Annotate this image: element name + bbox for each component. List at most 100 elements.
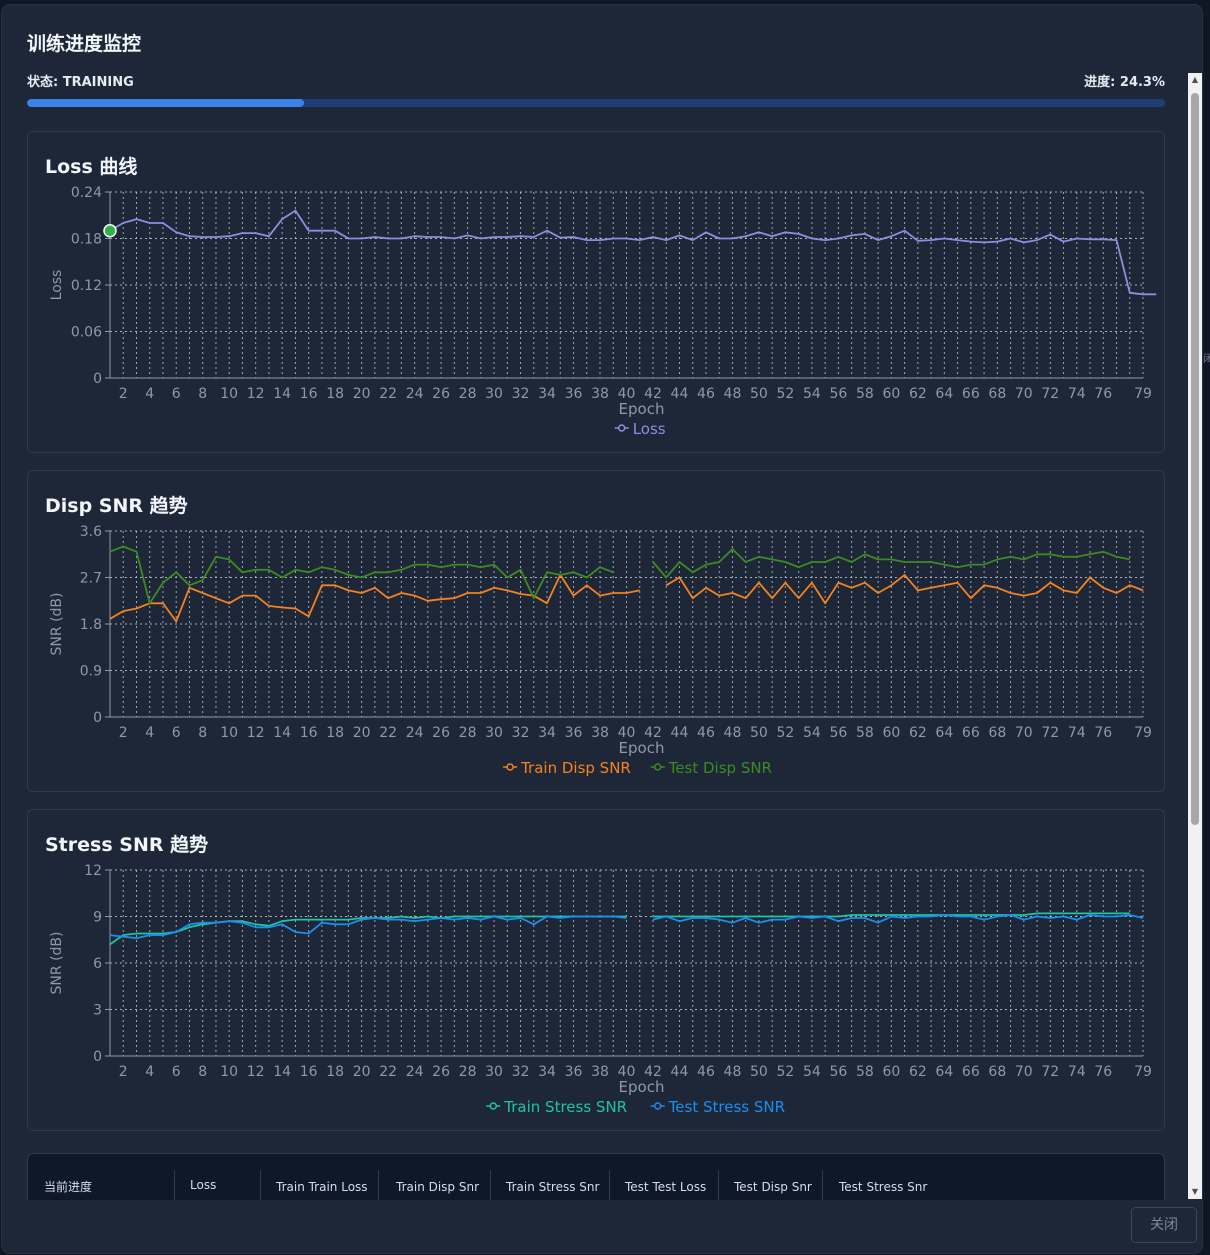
x-tick-label: 40 [618,1064,636,1080]
x-tick-label: 74 [1068,725,1086,741]
loss-chart: 00.060.120.180.242 4 6 8 10 12 14 16 18 20 22 24 26 2… [49,185,1157,438]
x-tick-label: 60 [882,386,900,402]
x-tick-label: 36 [565,386,583,402]
x-tick-label: 12 [247,1064,265,1080]
x-tick-label: 64 [935,725,953,741]
status-row: 状态: TRAINING 进度: 24.3% [27,71,1165,90]
loss-chart-card: Loss 曲线 0 0.06 0.12 0.18 0.24 2 4 6 8 10 12 14 16 18 2… [27,131,1165,453]
x-tick-label: 38 [591,725,609,741]
x-tick-label: 48 [724,1064,742,1080]
x-tick-label: 54 [803,1064,821,1080]
x-tick-label: 44 [671,725,689,741]
y-tick-label: 0 [93,710,102,726]
x-tick-label: 8 [198,386,207,402]
y-tick-label: 2.7 [80,571,102,587]
x-tick-label: 46 [697,725,715,741]
close-button[interactable]: 关闭 [1131,1207,1197,1243]
x-tick-label: 46 [697,386,715,402]
table-divider [718,1170,719,1200]
table-divider [490,1170,491,1200]
background-fragment: 闭 [1203,354,1210,365]
x-tick-label: 18 [326,386,344,402]
x-tick-label: 16 [300,386,318,402]
y-axis-label: SNR (dB) [49,932,65,995]
x-tick-label: 72 [1041,725,1059,741]
x-tick-label: 58 [856,725,874,741]
x-tick-label: 64 [935,386,953,402]
x-tick-label: 56 [829,725,847,741]
scrollbar-thumb[interactable] [1191,93,1199,825]
x-tick-label: 79 [1134,386,1152,402]
legend-marker-0 [506,763,514,771]
x-tick-label: 32 [512,386,530,402]
legend-marker-1 [653,763,662,771]
y-tick-label: 0.18 [71,232,102,248]
progress-fill [27,99,304,107]
x-tick-label: 36 [565,725,583,741]
x-tick-label: 68 [988,725,1006,741]
x-tick-label: 40 [618,386,636,402]
modal-scrollbar[interactable]: ▲ ▼ [1188,73,1202,1199]
x-tick-label: 74 [1068,386,1086,402]
x-tick-label: 60 [882,725,900,741]
x-tick-label: 42 [644,386,662,402]
x-tick-label: 50 [750,386,768,402]
table-header-train-disp: Train Disp Snr [396,1180,480,1194]
x-tick-label: 48 [724,725,742,741]
y-tick-label: 1.8 [80,617,102,633]
legend-label-0: Train Stress SNR [503,1098,627,1116]
status-label: 状态: TRAINING [27,75,134,90]
x-tick-label: 6 [172,386,181,402]
y-tick-label: 12 [84,863,102,879]
x-tick-label: 42 [644,1064,662,1080]
legend-marker-0 [489,1102,498,1110]
x-tick-label: 16 [300,725,318,741]
x-tick-label: 62 [909,725,927,741]
x-tick-label: 66 [962,1064,980,1080]
x-tick-label: 10 [220,1064,238,1080]
legend-label-1: Test Disp SNR [668,759,772,777]
x-tick-label: 72 [1041,386,1059,402]
x-tick-label: 70 [1015,386,1033,402]
training-monitor-modal: 训练进度监控 状态: TRAINING 进度: 24.3% Loss 曲线 0 0… [2,5,1202,1253]
x-tick-label: 10 [220,386,238,402]
x-tick-label: 54 [803,386,821,402]
x-tick-label: 79 [1134,725,1152,741]
metrics-table: 当前进度 Loss Train Train Loss Train Disp Sn… [27,1153,1165,1200]
table-divider [260,1170,261,1200]
x-tick-label: 36 [565,1064,583,1080]
disp-snr-chart: 00.91.82.73.62 4 6 8 10 12 14 16 18 20 22 24 26 28 30 3… [49,524,1152,777]
x-tick-label: 66 [962,725,980,741]
disp-snr-chart-title: Disp SNR 趋势 [45,495,188,517]
x-tick-label: 24 [406,386,424,402]
x-tick-label: 44 [671,386,689,402]
x-tick-label: 26 [432,386,450,402]
y-tick-label: 6 [93,956,102,972]
x-tick-label: 68 [988,386,1006,402]
x-axis-label: Epoch [619,1078,665,1096]
legend-marker-1 [653,1102,662,1110]
x-tick-label: 58 [856,386,874,402]
table-header-test-loss: Test Test Loss [625,1180,707,1194]
table-header-train-loss: Train Train Loss [276,1180,368,1194]
y-tick-label: 0 [93,1049,102,1065]
x-tick-label: 30 [485,725,503,741]
loss-chart-title: Loss 曲线 [45,156,138,178]
x-tick-label: 50 [750,1064,768,1080]
x-tick-label: 76 [1094,1064,1112,1080]
y-axis-label: Loss [49,270,65,301]
x-tick-label: 28 [459,386,477,402]
table-divider [609,1170,610,1200]
x-tick-label: 30 [485,386,503,402]
disp-snr-chart-card: Disp SNR 趋势 0 0.9 1.8 2.7 3.6 2 4 6 8 10 12 14 16 18 2… [27,470,1165,792]
scroll-up-icon[interactable]: ▲ [1191,75,1199,84]
y-tick-label: 9 [93,910,102,926]
x-tick-label: 10 [220,725,238,741]
x-tick-label: 76 [1094,725,1112,741]
x-tick-label: 34 [538,1064,556,1080]
x-tick-label: 8 [198,1064,207,1080]
y-tick-label: 0.12 [71,278,102,294]
x-tick-label: 52 [777,725,795,741]
scroll-down-icon[interactable]: ▼ [1191,1187,1199,1196]
stress-snr-chart-card: Stress SNR 趋势 0 3 6 9 12 2 4 6 8 10 12 14 16 18 20 22 24… [27,809,1165,1131]
